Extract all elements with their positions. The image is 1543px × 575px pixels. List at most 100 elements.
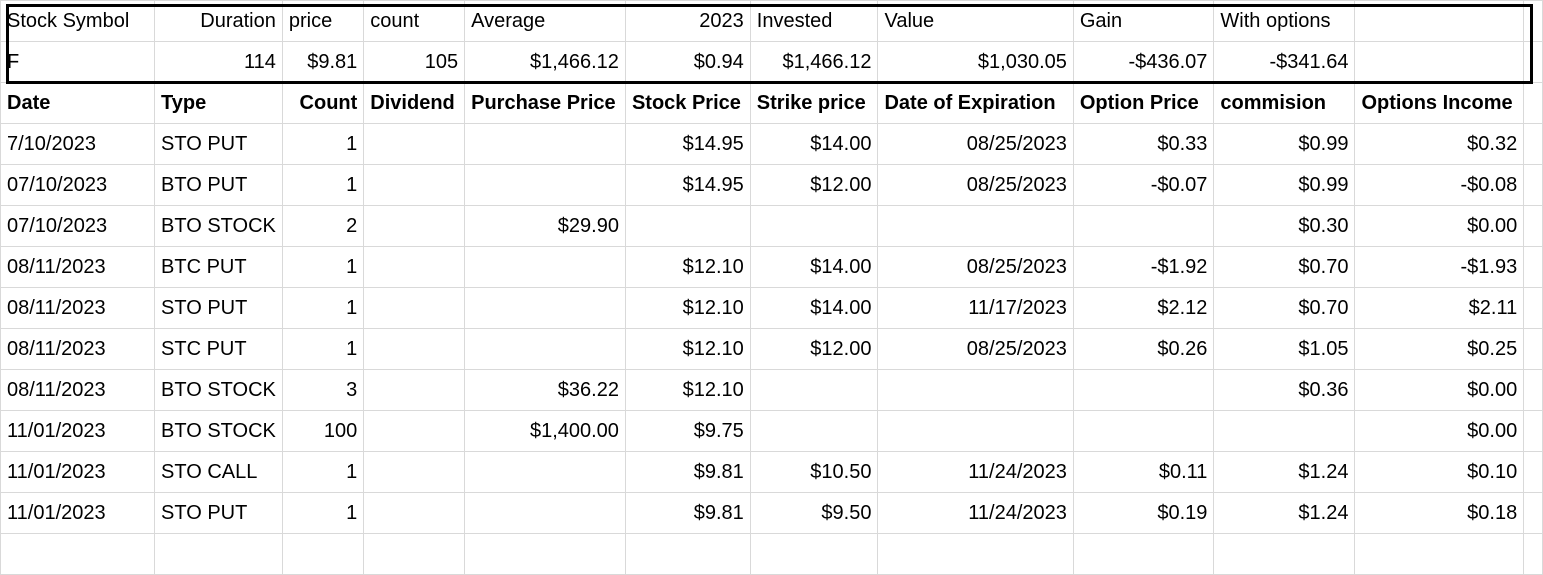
table-cell[interactable] bbox=[363, 492, 466, 534]
column-header-cell[interactable]: Date of Expiration bbox=[877, 82, 1074, 124]
column-header-cell[interactable]: Stock Price bbox=[624, 82, 751, 124]
table-cell[interactable] bbox=[363, 246, 466, 288]
table-cell[interactable]: BTO STOCK bbox=[154, 369, 283, 411]
empty-cell[interactable] bbox=[1523, 246, 1543, 288]
table-cell[interactable]: STO PUT bbox=[154, 492, 283, 534]
empty-cell[interactable] bbox=[749, 533, 879, 575]
empty-cell[interactable] bbox=[154, 533, 283, 575]
table-cell[interactable] bbox=[363, 287, 466, 329]
table-cell[interactable] bbox=[464, 164, 626, 206]
table-cell[interactable]: 11/01/2023 bbox=[0, 451, 156, 493]
table-cell[interactable]: $0.70 bbox=[1213, 287, 1356, 329]
summary-value-cell[interactable] bbox=[1354, 41, 1525, 83]
table-cell[interactable] bbox=[464, 287, 626, 329]
table-cell[interactable]: $0.99 bbox=[1213, 123, 1356, 165]
table-cell[interactable] bbox=[877, 369, 1074, 411]
table-cell[interactable]: 08/11/2023 bbox=[0, 287, 156, 329]
table-cell[interactable]: $9.81 bbox=[624, 451, 751, 493]
table-cell[interactable]: 08/25/2023 bbox=[877, 164, 1074, 206]
table-cell[interactable]: $0.36 bbox=[1213, 369, 1356, 411]
table-cell[interactable]: $1.05 bbox=[1213, 328, 1356, 370]
table-cell[interactable]: 1 bbox=[281, 287, 365, 329]
empty-cell[interactable] bbox=[363, 533, 466, 575]
column-header-cell[interactable]: Options Income bbox=[1354, 82, 1525, 124]
summary-value-cell[interactable]: $0.94 bbox=[624, 41, 751, 83]
empty-cell[interactable] bbox=[1523, 123, 1543, 165]
table-cell[interactable]: $9.50 bbox=[749, 492, 879, 534]
empty-cell[interactable] bbox=[281, 533, 365, 575]
table-cell[interactable]: STO PUT bbox=[154, 287, 283, 329]
column-header-cell[interactable]: Purchase Price bbox=[464, 82, 626, 124]
summary-header-cell[interactable]: Value bbox=[877, 0, 1074, 42]
summary-value-cell[interactable]: $1,466.12 bbox=[749, 41, 879, 83]
table-cell[interactable]: 07/10/2023 bbox=[0, 205, 156, 247]
table-cell[interactable]: $0.33 bbox=[1072, 123, 1215, 165]
table-cell[interactable] bbox=[877, 410, 1074, 452]
table-cell[interactable] bbox=[1072, 410, 1215, 452]
empty-cell[interactable] bbox=[1523, 164, 1543, 206]
empty-cell[interactable] bbox=[1523, 533, 1543, 575]
summary-value-cell[interactable]: $9.81 bbox=[281, 41, 365, 83]
table-cell[interactable]: $36.22 bbox=[464, 369, 626, 411]
table-cell[interactable]: BTC PUT bbox=[154, 246, 283, 288]
table-cell[interactable]: $12.10 bbox=[624, 246, 751, 288]
table-cell[interactable]: 100 bbox=[281, 410, 365, 452]
table-cell[interactable]: 1 bbox=[281, 164, 365, 206]
empty-cell[interactable] bbox=[1523, 0, 1543, 42]
summary-value-cell[interactable]: $1,466.12 bbox=[464, 41, 626, 83]
table-cell[interactable]: $0.00 bbox=[1354, 410, 1525, 452]
table-cell[interactable]: $0.25 bbox=[1354, 328, 1525, 370]
table-cell[interactable]: $12.10 bbox=[624, 328, 751, 370]
table-cell[interactable]: $0.18 bbox=[1354, 492, 1525, 534]
table-cell[interactable]: 1 bbox=[281, 451, 365, 493]
table-cell[interactable]: STC PUT bbox=[154, 328, 283, 370]
table-cell[interactable]: 11/24/2023 bbox=[877, 492, 1074, 534]
table-cell[interactable]: 11/24/2023 bbox=[877, 451, 1074, 493]
summary-value-cell[interactable]: 114 bbox=[154, 41, 283, 83]
table-cell[interactable]: $0.26 bbox=[1072, 328, 1215, 370]
table-cell[interactable]: $0.19 bbox=[1072, 492, 1215, 534]
table-cell[interactable] bbox=[877, 205, 1074, 247]
table-cell[interactable] bbox=[363, 164, 466, 206]
table-cell[interactable]: $0.70 bbox=[1213, 246, 1356, 288]
table-cell[interactable]: 08/11/2023 bbox=[0, 369, 156, 411]
table-cell[interactable] bbox=[1072, 205, 1215, 247]
table-cell[interactable]: $0.99 bbox=[1213, 164, 1356, 206]
column-header-cell[interactable]: Dividend bbox=[363, 82, 466, 124]
summary-header-cell[interactable]: price bbox=[281, 0, 365, 42]
table-cell[interactable]: 08/25/2023 bbox=[877, 328, 1074, 370]
table-cell[interactable]: $14.00 bbox=[749, 287, 879, 329]
empty-cell[interactable] bbox=[0, 533, 156, 575]
table-cell[interactable]: $14.00 bbox=[749, 246, 879, 288]
table-cell[interactable]: 1 bbox=[281, 492, 365, 534]
empty-cell[interactable] bbox=[1213, 533, 1356, 575]
empty-cell[interactable] bbox=[1523, 492, 1543, 534]
table-cell[interactable]: 1 bbox=[281, 246, 365, 288]
table-cell[interactable]: -$0.08 bbox=[1354, 164, 1525, 206]
empty-cell[interactable] bbox=[1523, 41, 1543, 83]
table-cell[interactable] bbox=[624, 205, 751, 247]
column-header-cell[interactable]: Count bbox=[281, 82, 365, 124]
summary-header-cell[interactable]: Gain bbox=[1072, 0, 1215, 42]
table-cell[interactable]: $12.00 bbox=[749, 328, 879, 370]
table-cell[interactable]: -$1.92 bbox=[1072, 246, 1215, 288]
empty-cell[interactable] bbox=[1523, 205, 1543, 247]
table-cell[interactable]: $29.90 bbox=[464, 205, 626, 247]
summary-value-cell[interactable]: -$436.07 bbox=[1072, 41, 1215, 83]
table-cell[interactable]: $0.32 bbox=[1354, 123, 1525, 165]
table-cell[interactable]: $12.00 bbox=[749, 164, 879, 206]
table-cell[interactable]: 11/01/2023 bbox=[0, 410, 156, 452]
table-cell[interactable]: BTO STOCK bbox=[154, 205, 283, 247]
table-cell[interactable] bbox=[363, 123, 466, 165]
table-cell[interactable]: $0.00 bbox=[1354, 369, 1525, 411]
empty-cell[interactable] bbox=[1523, 82, 1543, 124]
table-cell[interactable] bbox=[363, 369, 466, 411]
table-cell[interactable]: $0.11 bbox=[1072, 451, 1215, 493]
summary-value-cell[interactable]: $1,030.05 bbox=[877, 41, 1074, 83]
table-cell[interactable]: 1 bbox=[281, 123, 365, 165]
table-cell[interactable] bbox=[363, 451, 466, 493]
table-cell[interactable] bbox=[749, 369, 879, 411]
table-cell[interactable]: 08/25/2023 bbox=[877, 246, 1074, 288]
table-cell[interactable]: 08/25/2023 bbox=[877, 123, 1074, 165]
summary-value-cell[interactable]: F bbox=[0, 41, 156, 83]
